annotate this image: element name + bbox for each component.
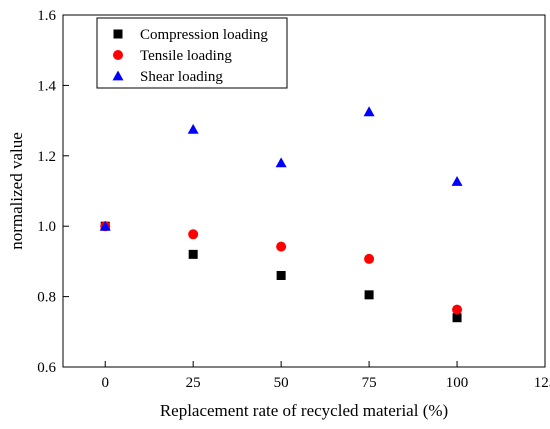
legend-label: Shear loading — [140, 69, 223, 85]
data-point-triangle — [99, 220, 111, 231]
y-tick-label: 1.0 — [37, 219, 56, 235]
data-point-circle — [452, 304, 463, 315]
x-tick-label: 25 — [186, 375, 201, 391]
plot-frame — [62, 14, 546, 368]
y-tick-label: 0.8 — [37, 290, 56, 306]
data-point-triangle — [451, 175, 463, 186]
data-point-square — [276, 270, 286, 280]
series-triangle — [99, 106, 463, 231]
legend: Compression loading Tensile loading Shear … — [96, 17, 288, 89]
legend-marker-circle — [113, 50, 123, 60]
x-tick-label: 100 — [446, 375, 469, 391]
data-point-square — [188, 249, 198, 259]
x-tick-label: 75 — [362, 375, 377, 391]
legend-marker-triangle — [112, 70, 124, 81]
legend-label: Compression loading — [140, 27, 268, 43]
data-point-triangle — [363, 106, 375, 117]
x-tick-label: 50 — [274, 375, 289, 391]
x-tick-label: 125 — [534, 375, 550, 391]
data-point-circle — [188, 229, 199, 240]
data-point-triangle — [187, 123, 199, 134]
data-point-circle — [276, 241, 287, 252]
x-tick-label: 0 — [101, 375, 109, 391]
data-point-square — [452, 313, 462, 323]
y-tick-label: 0.6 — [37, 360, 56, 376]
ticks-layer: 0 25 50 75 100 125 0.6 0.8 1.0 1.2 1.4 1.6 — [37, 8, 550, 391]
x-axis-title: Replacement rate of recycled material (%… — [160, 401, 448, 420]
legend-box — [96, 17, 288, 89]
data-layer — [99, 106, 463, 323]
legend-items: Compression loading Tensile loading Shear … — [112, 27, 268, 85]
legend-marker-square — [113, 29, 123, 39]
data-point-circle — [364, 253, 375, 264]
series-circle — [100, 221, 463, 315]
y-tick-label: 1.4 — [37, 78, 56, 94]
data-point-triangle — [275, 157, 287, 168]
y-tick-label: 1.6 — [37, 8, 56, 24]
data-point-square — [364, 290, 374, 300]
series-square — [100, 221, 462, 323]
legend-label: Tensile loading — [140, 48, 232, 64]
y-tick-label: 1.2 — [37, 149, 56, 165]
y-axis-title: normalized value — [7, 132, 26, 250]
